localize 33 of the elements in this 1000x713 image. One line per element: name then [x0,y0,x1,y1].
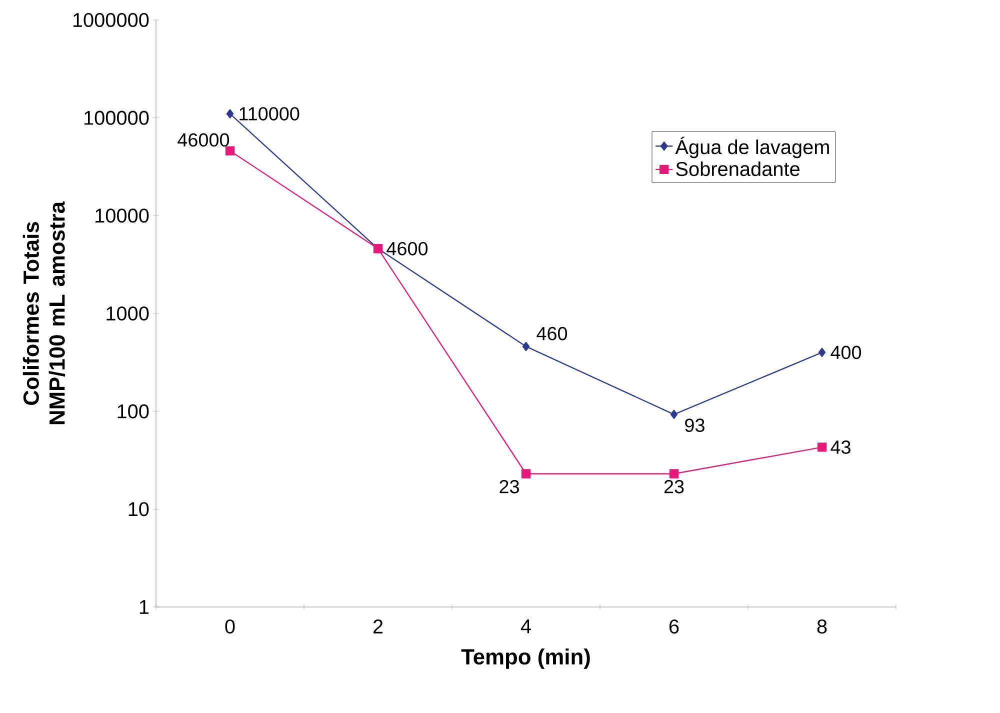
point [669,469,679,478]
data-label: 46000 [178,133,230,147]
legend-label: Sobrenadante [676,161,800,176]
point [225,146,235,156]
y-tick-label: 1 [140,600,149,614]
x-tick-label: 0 [225,619,235,634]
legend-label: Água de lavagem [675,136,829,158]
point [521,469,531,478]
x-tick-label: 6 [669,619,679,634]
x-axis-title: Tempo (min) [461,648,590,669]
y-tick-label: 10 [128,502,149,516]
y-axis-title: Coliformes Totais NMP/100 mL amostra [22,201,66,424]
y-tick-label: 1000 [106,306,149,321]
data-label: 110000 [240,107,300,120]
data-label: 43 [830,440,850,454]
point [817,442,827,452]
y-tick-label: 10000 [96,208,149,223]
y-tick-label: 1000000 [73,12,149,28]
point [670,410,678,420]
point [818,348,826,358]
data-label: 23 [500,480,519,494]
data-label: 23 [664,480,684,494]
data-label: 460 [536,326,568,340]
y-tick-label: 100000 [84,110,149,125]
data-label: 4600 [386,242,428,256]
data-label: 93 [685,418,704,432]
x-tick-label: 2 [373,619,383,634]
point [522,342,530,352]
point [226,109,234,118]
x-tick-label: 4 [520,619,531,634]
data-label: 400 [830,346,862,360]
y-tick-label: 100 [118,404,149,418]
x-tick-label: 8 [817,619,827,634]
